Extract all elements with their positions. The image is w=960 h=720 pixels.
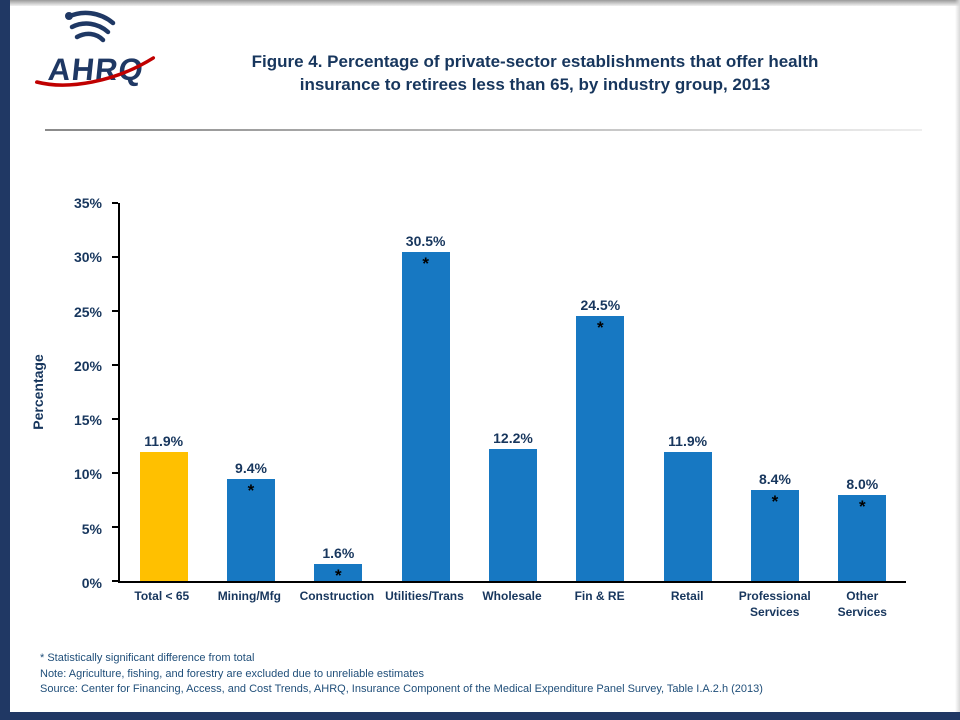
bar-value-label: 11.9% — [144, 433, 184, 450]
y-tick-label: 25% — [73, 303, 102, 320]
significance-asterisk: * — [335, 565, 342, 585]
bar-column: 8.4% * — [731, 203, 818, 581]
bar-column: 24.5% * — [557, 203, 644, 581]
bar-column: 11.9% — [120, 203, 207, 581]
bar — [139, 452, 188, 581]
figure-title: Figure 4. Percentage of private-sector e… — [165, 50, 905, 97]
y-tick-mark — [112, 310, 118, 312]
y-tick-label: 10% — [73, 466, 102, 483]
significance-asterisk: * — [596, 318, 604, 338]
bar-column: 12.2% — [469, 203, 556, 581]
y-tick-label: 5% — [81, 520, 102, 537]
header-divider — [45, 129, 922, 131]
bar-value-label: 9.4% — [235, 460, 267, 477]
y-axis-title: Percentage — [30, 354, 46, 430]
y-tick-label: 15% — [73, 412, 102, 429]
y-tick-label: 35% — [73, 195, 102, 211]
bar-value-label: 11.9% — [668, 433, 708, 450]
footnote-line: Note: Agriculture, fishing, and forestry… — [40, 667, 424, 680]
significance-asterisk: * — [422, 253, 429, 273]
figure-title-line1: Figure 4. Percentage of private-sector e… — [251, 52, 819, 71]
x-axis-category-label: Other Services — [837, 589, 887, 619]
footnotes: * Statistically significant difference f… — [40, 651, 930, 698]
right-border-gradient — [955, 0, 960, 720]
bar-column: 1.6% * — [295, 203, 382, 585]
top-border-gradient — [0, 0, 960, 6]
x-axis-labels: Total < 65 Mining/Mfg Construction Utilitie… — [118, 589, 906, 620]
bar-column: 9.4% * — [207, 203, 294, 581]
footnote-line: Source: Center for Financing, Access, an… — [40, 683, 763, 696]
x-axis-category-label: Total < 65 — [134, 589, 190, 603]
bar-value-label: 12.2% — [493, 430, 533, 447]
bar-column: 8.0% * — [819, 203, 906, 581]
y-tick-mark — [112, 202, 118, 204]
bar-value-label: 30.5% — [405, 232, 446, 249]
left-border-bar — [0, 0, 10, 720]
x-axis-category-label: Construction — [299, 589, 375, 603]
x-axis-category-label: Utilities/Trans — [385, 589, 464, 603]
x-axis-category-label: Mining/Mfg — [217, 589, 281, 603]
hhs-eagle-icon — [65, 10, 116, 43]
ahrq-logo: AHRQ — [34, 8, 160, 88]
bar — [663, 452, 712, 581]
significance-asterisk: * — [858, 496, 866, 516]
y-tick-mark — [112, 472, 118, 475]
bar — [488, 449, 537, 581]
significance-asterisk: * — [771, 492, 779, 512]
bar: * — [750, 490, 799, 581]
bar: * — [226, 479, 275, 581]
figure-title-line2: insurance to retirees less than 65, by i… — [299, 75, 771, 95]
bar-value-label: 24.5% — [580, 297, 621, 314]
bar-value-label: 8.4% — [759, 471, 791, 488]
y-tick-mark — [112, 364, 118, 367]
bar-column: 30.5% * — [382, 203, 469, 581]
y-tick-mark — [112, 256, 118, 258]
bar-value-label: 8.0% — [846, 475, 879, 492]
bar: * — [838, 494, 887, 581]
bar: * — [576, 316, 625, 581]
bottom-border-bar — [0, 712, 960, 720]
y-tick-mark — [112, 418, 118, 420]
y-axis-tick-labels: 0% 5% 10% 15% 20% 25% 30% 35% — [58, 195, 110, 591]
bars-row: 11.9% 9.4% * 1.6% * 30.5% * 12.2% 24.5% * 11.9% 8.4… — [120, 203, 906, 585]
ahrq-wordmark: AHRQ — [34, 52, 156, 88]
x-axis-category-label: Fin & RE — [574, 589, 625, 603]
bar: * — [401, 251, 450, 581]
x-axis-category-label: Professional Services — [738, 589, 811, 619]
y-tick-label: 30% — [73, 249, 102, 266]
y-tick-label: 0% — [81, 575, 102, 591]
ahrq-wordmark-text: AHRQ — [46, 52, 146, 87]
y-tick-mark — [112, 526, 118, 529]
bar: * — [314, 563, 363, 585]
y-tick-mark — [112, 580, 118, 582]
x-axis-category-label: Wholesale — [482, 589, 542, 603]
bar-column: 11.9% — [644, 203, 731, 581]
bar-value-label: 1.6% — [322, 544, 355, 561]
footnote-line: * Statistically significant difference f… — [40, 652, 255, 664]
plot-area: 11.9% 9.4% * 1.6% * 30.5% * 12.2% 24.5% * 11.9% 8.4… — [112, 202, 906, 585]
y-tick-label: 20% — [73, 357, 102, 374]
significance-asterisk: * — [247, 481, 255, 501]
x-axis-category-label: Retail — [670, 589, 704, 603]
